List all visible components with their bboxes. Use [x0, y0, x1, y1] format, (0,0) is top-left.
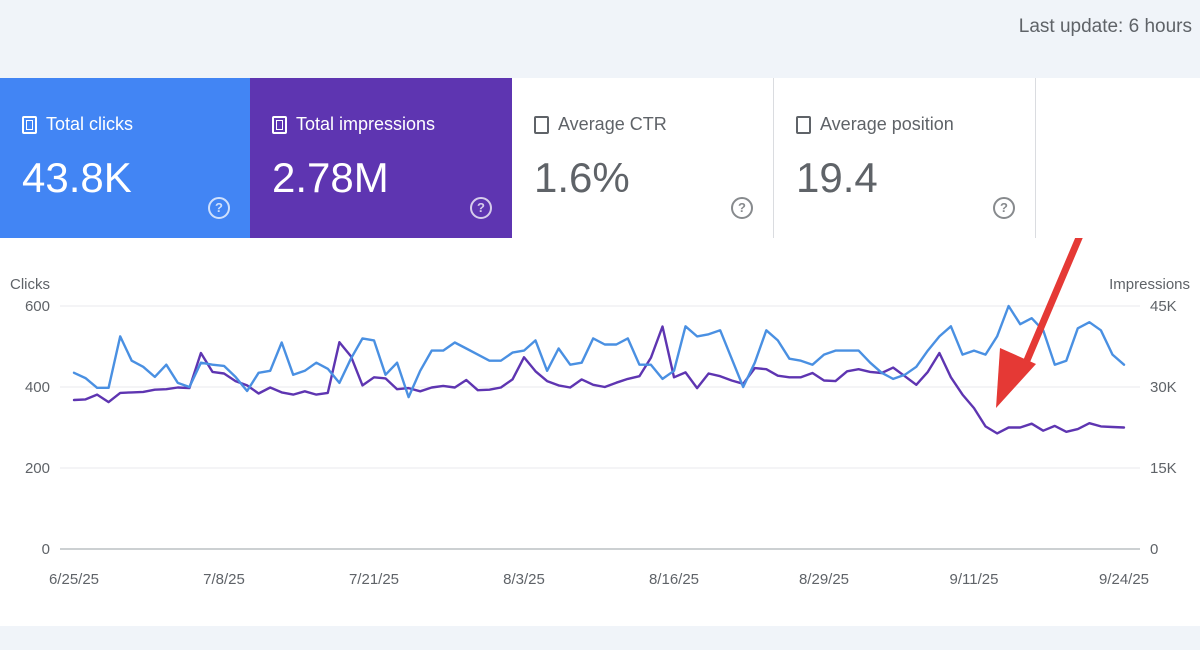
card-label: Average CTR [558, 114, 667, 134]
card-header: Total impressions [272, 114, 435, 135]
y-left-tick-label: 400 [25, 379, 50, 396]
y-right-tick-label: 45K [1150, 298, 1177, 315]
y-axis-left-label: Clicks [10, 276, 50, 293]
x-tick-label: 8/29/25 [799, 571, 849, 588]
card-value: 2.78M [272, 154, 389, 201]
card-label: Average position [820, 114, 954, 134]
help-icon[interactable]: ? [731, 197, 753, 219]
card-label: Total clicks [46, 114, 134, 134]
x-tick-label: 8/3/25 [503, 571, 545, 588]
last-update-text: Last update: 6 hours [1018, 16, 1192, 37]
y-axis-right-label: Impressions [1109, 276, 1190, 293]
performance-chart: Clicks Impressions 0 0 200 15K 400 30K 600 45K 6/2… [0, 238, 1200, 626]
checkbox-unchecked-icon[interactable] [534, 115, 549, 134]
y-right-tick-label: 0 [1150, 541, 1158, 558]
card-total-clicks[interactable]: Total clicks 43.8K ? [0, 78, 250, 238]
y-left-tick-label: 600 [25, 298, 50, 315]
x-tick-label: 9/24/25 [1099, 571, 1149, 588]
y-right-tick-label: 30K [1150, 379, 1177, 396]
y-right-tick-label: 15K [1150, 460, 1177, 477]
card-value: 19.4 [796, 154, 878, 201]
x-tick-label: 7/8/25 [203, 571, 245, 588]
y-left-tick-label: 200 [25, 460, 50, 477]
help-icon[interactable]: ? [208, 197, 230, 219]
card-label: Total impressions [296, 114, 436, 134]
card-value: 43.8K [22, 154, 132, 201]
metric-cards: Total clicks 43.8K ? Total impressions 2… [0, 78, 1200, 238]
checkbox-checked-icon[interactable] [22, 115, 37, 134]
checkbox-unchecked-icon[interactable] [796, 115, 811, 134]
x-tick-label: 9/11/25 [950, 571, 999, 588]
card-average-ctr[interactable]: Average CTR 1.6% ? [512, 78, 774, 238]
x-tick-label: 7/21/25 [349, 571, 399, 588]
card-header: Average CTR [534, 114, 667, 135]
chart-svg: Clicks Impressions 0 0 200 15K 400 30K 600 45K 6/2… [10, 238, 1190, 588]
checkbox-checked-icon[interactable] [272, 115, 287, 134]
card-header: Total clicks [22, 114, 133, 135]
help-icon[interactable]: ? [993, 197, 1015, 219]
card-header: Average position [796, 114, 954, 135]
card-average-position[interactable]: Average position 19.4 ? [774, 78, 1036, 238]
y-left-tick-label: 0 [42, 541, 50, 558]
x-tick-label: 6/25/25 [49, 571, 99, 588]
help-icon[interactable]: ? [470, 197, 492, 219]
x-tick-label: 8/16/25 [649, 571, 699, 588]
annotation-arrow-shaft [1021, 238, 1083, 369]
card-total-impressions[interactable]: Total impressions 2.78M ? [250, 78, 512, 238]
clicks-series-line [72, 304, 1126, 399]
annotation-arrow-head [996, 348, 1036, 408]
card-value: 1.6% [534, 154, 630, 201]
